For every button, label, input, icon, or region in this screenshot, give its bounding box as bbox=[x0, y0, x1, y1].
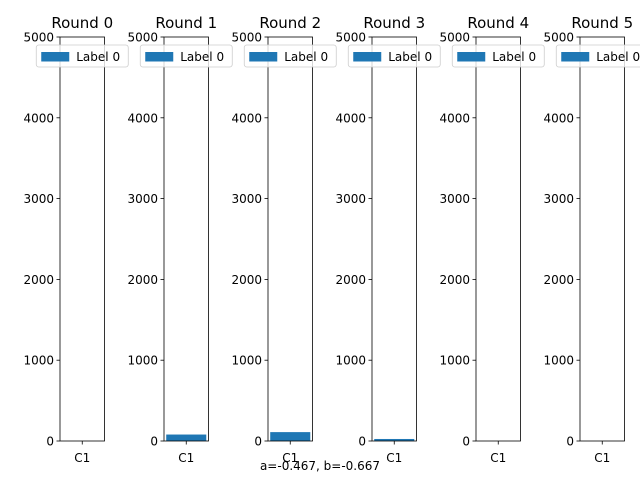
x-tick-label: C1 bbox=[282, 451, 298, 465]
y-tick-label: 2000 bbox=[127, 273, 158, 287]
x-tick-label: C1 bbox=[74, 451, 90, 465]
x-tick-label: C1 bbox=[386, 451, 402, 465]
panel-title: Round 1 bbox=[155, 14, 217, 32]
panel-title: Round 0 bbox=[51, 14, 113, 32]
y-tick-label: 2000 bbox=[231, 273, 262, 287]
subplot-0: 0 1000 2000 3000 4000 5000 C1 Round 0 Label 0 bbox=[23, 14, 129, 465]
y-tick-label: 0 bbox=[566, 435, 574, 449]
y-tick-label: 5000 bbox=[127, 31, 158, 45]
legend-swatch bbox=[249, 52, 278, 62]
y-tick-label: 0 bbox=[358, 435, 366, 449]
legend: Label 0 bbox=[243, 44, 337, 68]
y-tick-label: 1000 bbox=[335, 354, 366, 368]
legend: Label 0 bbox=[35, 44, 129, 68]
axes-background bbox=[476, 37, 521, 441]
panel-title: Round 4 bbox=[467, 14, 529, 32]
legend: Label 0 bbox=[347, 44, 441, 68]
y-tick-label: 2000 bbox=[23, 273, 54, 287]
y-tick-label: 1000 bbox=[543, 354, 574, 368]
bar-C1-0 bbox=[374, 438, 415, 441]
y-tick-label: 1000 bbox=[439, 354, 470, 368]
subplot-4: 0 1000 2000 3000 4000 5000 C1 Round 4 Label 0 bbox=[439, 14, 545, 465]
legend-label: Label 0 bbox=[388, 50, 432, 64]
y-tick-label: 4000 bbox=[543, 111, 574, 125]
axes-background bbox=[164, 37, 209, 441]
legend-swatch bbox=[145, 52, 174, 62]
x-tick-label: C1 bbox=[178, 451, 194, 465]
bar-C1-0 bbox=[270, 432, 311, 441]
axes-background bbox=[268, 37, 313, 441]
y-tick-label: 5000 bbox=[439, 31, 470, 45]
axes-background bbox=[580, 37, 625, 441]
y-tick-label: 0 bbox=[150, 435, 158, 449]
legend: Label 0 bbox=[451, 44, 545, 68]
y-tick-label: 4000 bbox=[335, 111, 366, 125]
legend-label: Label 0 bbox=[492, 50, 536, 64]
figure-caption: a=-0.467, b=-0.667 bbox=[260, 459, 380, 473]
subplot-5: 0 1000 2000 3000 4000 5000 C1 Round 5 Label 0 bbox=[543, 14, 640, 465]
y-tick-label: 3000 bbox=[543, 192, 574, 206]
legend-label: Label 0 bbox=[76, 50, 120, 64]
bar-C1-0 bbox=[166, 434, 207, 441]
panel-title: Round 3 bbox=[363, 14, 425, 32]
y-tick-label: 2000 bbox=[543, 273, 574, 287]
y-tick-label: 3000 bbox=[439, 192, 470, 206]
y-tick-label: 3000 bbox=[335, 192, 366, 206]
panel-title: Round 2 bbox=[259, 14, 321, 32]
y-tick-label: 5000 bbox=[231, 31, 262, 45]
legend-label: Label 0 bbox=[284, 50, 328, 64]
y-tick-label: 5000 bbox=[543, 31, 574, 45]
y-tick-label: 0 bbox=[46, 435, 54, 449]
y-tick-label: 4000 bbox=[127, 111, 158, 125]
y-tick-label: 3000 bbox=[231, 192, 262, 206]
y-tick-label: 2000 bbox=[439, 273, 470, 287]
y-tick-label: 5000 bbox=[23, 31, 54, 45]
legend-swatch bbox=[561, 52, 590, 62]
subplot-grid: 0 1000 2000 3000 4000 5000 C1 Round 0 Label 0 0 10… bbox=[23, 14, 640, 465]
x-tick-label: C1 bbox=[594, 451, 610, 465]
y-tick-label: 4000 bbox=[23, 111, 54, 125]
legend-swatch bbox=[353, 52, 382, 62]
panel-title: Round 5 bbox=[571, 14, 633, 32]
x-tick-label: C1 bbox=[490, 451, 506, 465]
y-tick-label: 4000 bbox=[439, 111, 470, 125]
y-tick-label: 0 bbox=[254, 435, 262, 449]
axes-background bbox=[372, 37, 417, 441]
y-tick-label: 1000 bbox=[231, 354, 262, 368]
y-tick-label: 3000 bbox=[23, 192, 54, 206]
y-tick-label: 0 bbox=[462, 435, 470, 449]
legend-label: Label 0 bbox=[596, 50, 640, 64]
y-tick-label: 1000 bbox=[23, 354, 54, 368]
subplot-2: 0 1000 2000 3000 4000 5000 C1 Round 2 Label 0 bbox=[231, 14, 337, 465]
legend-swatch bbox=[41, 52, 70, 62]
subplot-1: 0 1000 2000 3000 4000 5000 C1 Round 1 Label 0 bbox=[127, 14, 233, 465]
y-tick-label: 4000 bbox=[231, 111, 262, 125]
legend: Label 0 bbox=[555, 44, 640, 68]
y-tick-label: 2000 bbox=[335, 273, 366, 287]
axes-background bbox=[60, 37, 105, 441]
legend: Label 0 bbox=[139, 44, 233, 68]
legend-swatch bbox=[457, 52, 486, 62]
y-tick-label: 1000 bbox=[127, 354, 158, 368]
y-tick-label: 3000 bbox=[127, 192, 158, 206]
y-tick-label: 5000 bbox=[335, 31, 366, 45]
legend-label: Label 0 bbox=[180, 50, 224, 64]
subplot-3: 0 1000 2000 3000 4000 5000 C1 Round 3 Label 0 bbox=[335, 14, 441, 465]
